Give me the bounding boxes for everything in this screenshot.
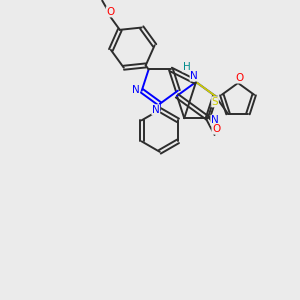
Text: N: N bbox=[152, 105, 160, 115]
Text: O: O bbox=[235, 73, 243, 83]
Text: H: H bbox=[183, 62, 190, 72]
Text: O: O bbox=[106, 7, 115, 17]
Text: N: N bbox=[190, 71, 198, 81]
Text: O: O bbox=[212, 124, 220, 134]
Text: S: S bbox=[212, 97, 218, 107]
Text: N: N bbox=[211, 115, 219, 125]
Text: N: N bbox=[132, 85, 140, 95]
